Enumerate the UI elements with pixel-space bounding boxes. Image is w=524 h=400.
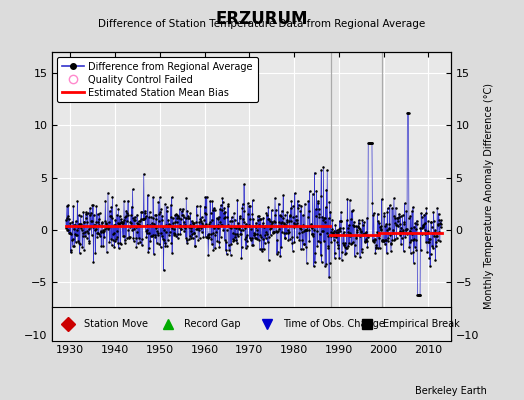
Text: Station Move: Station Move — [84, 319, 148, 329]
Text: Difference of Station Temperature Data from Regional Average: Difference of Station Temperature Data f… — [99, 19, 425, 29]
Y-axis label: Monthly Temperature Anomaly Difference (°C): Monthly Temperature Anomaly Difference (… — [484, 83, 495, 309]
Text: Time of Obs. Change: Time of Obs. Change — [283, 319, 385, 329]
Text: Empirical Break: Empirical Break — [383, 319, 460, 329]
Text: Berkeley Earth: Berkeley Earth — [416, 386, 487, 396]
Text: ERZURUM: ERZURUM — [216, 10, 308, 28]
Legend: Difference from Regional Average, Quality Control Failed, Estimated Station Mean: Difference from Regional Average, Qualit… — [57, 57, 258, 102]
Text: Record Gap: Record Gap — [184, 319, 241, 329]
